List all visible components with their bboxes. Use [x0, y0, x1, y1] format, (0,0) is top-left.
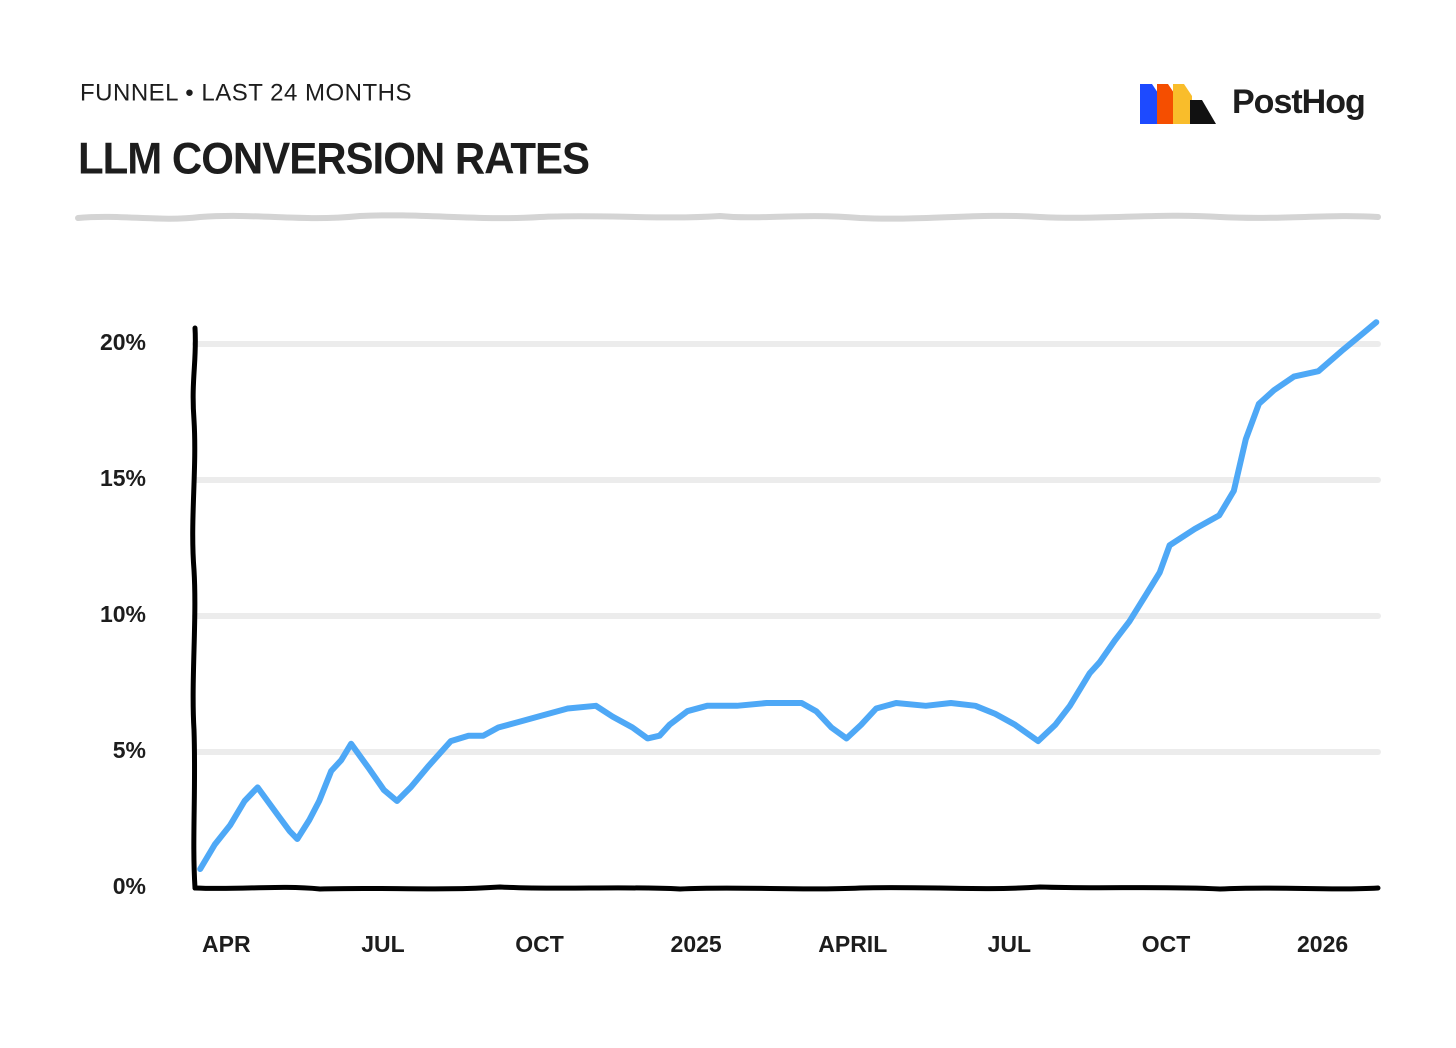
y-tick-label: 0%: [113, 873, 146, 899]
logo: PostHog: [1140, 83, 1366, 124]
x-tick-label: JUL: [988, 931, 1031, 957]
logo-bar: [1173, 84, 1192, 124]
logo-bar: [1157, 84, 1176, 124]
x-axis: [192, 884, 1381, 892]
chart-subtitle: FUNNEL • LAST 24 MONTHS: [80, 79, 412, 106]
divider: [75, 212, 1381, 222]
x-tick-label: APRIL: [818, 931, 887, 957]
logo-bar: [1190, 100, 1216, 124]
x-tick-label: 2026: [1297, 931, 1348, 957]
y-tick-label: 20%: [100, 329, 146, 355]
series-line: [197, 319, 1380, 872]
logo-bar: [1140, 84, 1160, 124]
y-tick-label: 15%: [100, 465, 146, 491]
x-tick-label: 2025: [671, 931, 722, 957]
y-tick-label: 5%: [113, 737, 146, 763]
y-axis: [190, 325, 198, 891]
brand: PostHog: [1232, 83, 1365, 121]
x-tick-label: OCT: [515, 931, 564, 957]
x-tick-label: APR: [202, 931, 251, 957]
x-tick-label: JUL: [361, 931, 404, 957]
chart-title: LLM CONVERSION RATES: [78, 134, 589, 183]
y-tick-label: 10%: [100, 601, 146, 627]
x-tick-label: OCT: [1142, 931, 1191, 957]
